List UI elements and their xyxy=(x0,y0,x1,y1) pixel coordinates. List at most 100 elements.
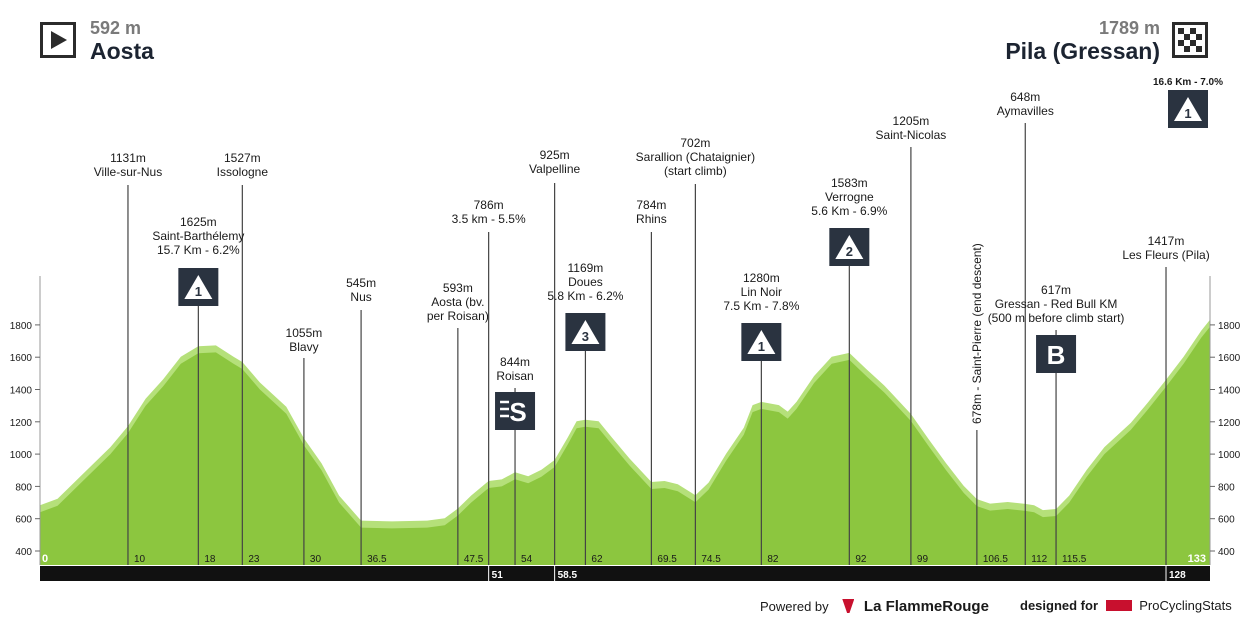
waypoint-label: Aymavilles xyxy=(997,104,1054,118)
km-tick-label: 0 xyxy=(42,553,48,565)
y-tick-label-right: 1800 xyxy=(1218,321,1241,332)
climb-category-number: 1 xyxy=(195,284,202,299)
climb-stats-label: 15.7 Km - 6.2% xyxy=(157,243,240,257)
km-tick-label: 92 xyxy=(855,554,867,565)
km-tick-label: 82 xyxy=(767,554,779,565)
mountain-icon xyxy=(184,275,213,299)
y-tick-label-left: 600 xyxy=(15,515,32,526)
km-tick-label: 23 xyxy=(248,554,260,565)
finish-header: 1789 m Pila (Gressan) xyxy=(1005,18,1160,64)
waypoint-label: Blavy xyxy=(289,340,318,354)
km-tick-label: 30 xyxy=(310,554,322,565)
designed-for-text: designed for xyxy=(1020,598,1099,613)
waypoint-label: 648m xyxy=(1010,90,1040,104)
waypoint-label: Nus xyxy=(350,290,371,304)
climb-name-label: Saint-Barthélemy xyxy=(152,229,244,243)
waypoint-label: 1205m xyxy=(893,114,930,128)
y-tick-label-left: 1200 xyxy=(10,418,33,429)
km-tick-label: 74.5 xyxy=(701,554,721,565)
y-tick-label-right: 600 xyxy=(1218,515,1235,526)
waypoint-label: Rhins xyxy=(636,212,667,226)
km-tick-label: 106.5 xyxy=(983,554,1008,565)
distance-bar-label: 51 xyxy=(492,570,504,581)
finish-climb-label: 16.6 Km - 7.0% xyxy=(1153,77,1223,88)
waypoint-label: 545m xyxy=(346,276,376,290)
climb-altitude-label: 1169m xyxy=(568,261,604,275)
waypoint-label: Sarallion (Chataignier) xyxy=(636,150,755,164)
finish-name: Pila (Gressan) xyxy=(1005,38,1160,64)
waypoint-label: Saint-Nicolas xyxy=(876,128,947,142)
km-tick-label: 36.5 xyxy=(367,554,387,565)
y-tick-label-right: 1200 xyxy=(1218,418,1241,429)
y-tick-label-right: 1000 xyxy=(1218,450,1241,461)
y-tick-label-left: 1400 xyxy=(10,386,33,397)
waypoint-label: 1131m xyxy=(110,151,146,165)
waypoint-label: 593m xyxy=(443,281,473,295)
mountain-icon xyxy=(747,330,776,354)
climb-category-number: 1 xyxy=(758,339,765,354)
km-tick-label: 133 xyxy=(1188,553,1206,565)
start-flag-icon xyxy=(40,22,76,58)
powered-by-text: Powered by xyxy=(760,599,829,614)
km-tick-label: 99 xyxy=(917,554,929,565)
waypoint-label: 1527m xyxy=(224,151,261,165)
y-tick-label-left: 1000 xyxy=(10,450,33,461)
flamme-rouge-logo: La FlammeRouge xyxy=(863,598,989,615)
y-tick-label-right: 800 xyxy=(1218,482,1235,493)
start-altitude: 592 m xyxy=(90,18,142,38)
climb-category-number: 2 xyxy=(846,244,853,259)
mountain-icon xyxy=(835,235,864,259)
waypoint-label: 702m xyxy=(680,136,710,150)
y-tick-label-right: 1600 xyxy=(1218,353,1241,364)
climb-name-label: Verrogne xyxy=(825,190,874,204)
sprint-badge xyxy=(495,392,536,430)
climb-altitude-label: 1583m xyxy=(831,176,868,190)
y-tick-label-left: 400 xyxy=(15,547,32,558)
climb-stats-label: 5.8 Km - 6.2% xyxy=(547,289,623,303)
y-tick-label-left: 1600 xyxy=(10,353,33,364)
waypoint-label: (start climb) xyxy=(664,164,727,178)
km-tick-label: 69.5 xyxy=(657,554,677,565)
footer-powered: Powered by La FlammeRouge xyxy=(760,598,989,615)
sprint-icon: S xyxy=(509,397,526,427)
waypoint-label: Roisan xyxy=(496,369,533,383)
bonus-badge xyxy=(1036,335,1077,373)
mountain-icon xyxy=(1174,97,1202,121)
km-tick-label: 10 xyxy=(134,554,146,565)
start-header: 592 m Aosta xyxy=(90,18,154,64)
start-name: Aosta xyxy=(90,38,154,64)
mountain-icon xyxy=(571,320,600,344)
waypoint-label: 617m xyxy=(1041,283,1071,297)
y-tick-label-right: 400 xyxy=(1218,547,1235,558)
vertical-waypoint-label: 678m - Saint-Pierre (end descent) xyxy=(970,243,984,424)
waypoint-label: Ville-sur-Nus xyxy=(94,165,162,179)
flamme-rouge-icon xyxy=(842,599,855,613)
waypoint-label: 1417m xyxy=(1148,234,1185,248)
waypoint-label: Issologne xyxy=(217,165,269,179)
y-tick-label-right: 1400 xyxy=(1218,386,1241,397)
km-tick-label: 115.5 xyxy=(1062,554,1087,565)
y-tick-label-left: 1800 xyxy=(10,321,33,332)
pcs-logo: ProCyclingStats xyxy=(1139,598,1232,613)
climb-stats-label: 7.5 Km - 7.8% xyxy=(723,299,799,313)
waypoint-label: 3.5 km - 5.5% xyxy=(452,212,526,226)
finish-altitude: 1789 m xyxy=(1098,18,1160,38)
waypoint-label: per Roisan) xyxy=(427,309,489,323)
waypoint-label: Gressan - Red Bull KM xyxy=(995,297,1118,311)
footer-designed: designed for ProCyclingStats xyxy=(1020,598,1232,613)
waypoint-label: 844m xyxy=(500,355,530,369)
waypoint-label: (500 m before climb start) xyxy=(988,311,1125,325)
km-tick-label: 18 xyxy=(204,554,216,565)
distance-bar-label: 58.5 xyxy=(558,570,578,581)
distance-bar xyxy=(40,566,1210,581)
profile-area xyxy=(40,326,1210,565)
climb-altitude-label: 1625m xyxy=(180,215,217,229)
km-tick-label: 112 xyxy=(1031,554,1047,565)
finish-flag-icon xyxy=(1172,22,1208,58)
climb-category-number: 3 xyxy=(582,329,589,344)
waypoint-label: Valpelline xyxy=(529,162,580,176)
climb-stats-label: 5.6 Km - 6.9% xyxy=(811,204,887,218)
km-tick-label: 54 xyxy=(521,554,533,565)
finish-climb-number: 1 xyxy=(1184,106,1191,121)
climb-name-label: Lin Noir xyxy=(741,285,782,299)
